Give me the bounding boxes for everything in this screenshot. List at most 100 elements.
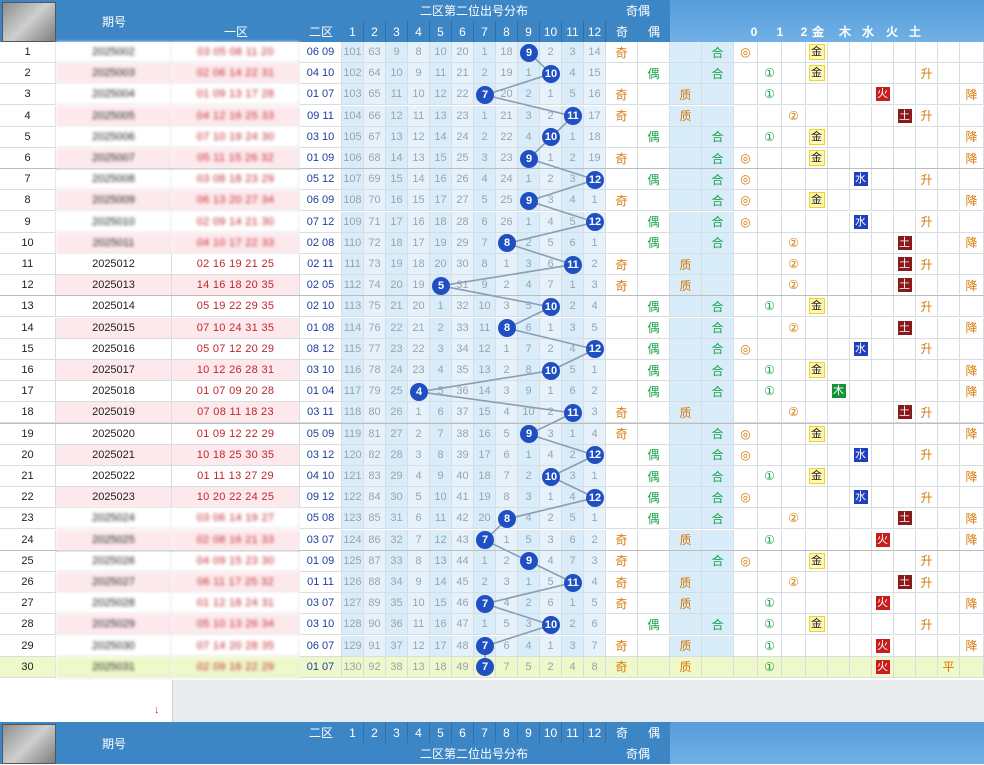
row-index: 20 <box>0 444 56 466</box>
remainder-cell <box>734 254 758 275</box>
element-cell <box>894 84 916 106</box>
trend-ball: 9 <box>520 43 538 62</box>
trend-line-segment <box>484 73 552 96</box>
remainder-cell <box>782 296 806 318</box>
composite-cell: 合 <box>702 126 734 148</box>
element-cell <box>806 232 828 254</box>
element-cell <box>872 254 894 275</box>
period-cell: 2025011 <box>56 232 172 254</box>
dist-cell: 19 <box>430 232 452 254</box>
dist-cell: 16 <box>408 211 430 233</box>
prime-cell <box>670 42 702 63</box>
trend-cell <box>916 232 938 254</box>
table-row: 14 2025015 07 10 24 31 35 01 08 114 76 22 21 2 33… <box>0 317 984 339</box>
dist-cell: 6 <box>518 317 540 339</box>
remainder-cell: ◎ <box>734 211 758 233</box>
dist-cell: 17 <box>474 444 496 466</box>
element-cell <box>828 444 850 466</box>
period-cell: 2025008 <box>56 169 172 191</box>
element-cell <box>828 42 850 63</box>
dist-col-header: 4 <box>408 21 430 42</box>
table-row: 9 2025010 02 09 14 21 30 07 12 109 71 17 16 18 28… <box>0 211 984 233</box>
element-cell <box>894 190 916 212</box>
dist-cell: 16 <box>386 190 408 212</box>
row-index: 15 <box>0 338 56 360</box>
dist-cell: 5 <box>540 232 562 254</box>
dist-cell: 35 <box>452 360 474 381</box>
even-cell: 偶 <box>638 211 670 233</box>
remainder-cell: ① <box>758 466 782 487</box>
element-cell <box>872 211 894 233</box>
dist-cell: 74 <box>364 275 386 297</box>
dist-cell: 4 <box>584 296 606 318</box>
remainder-cell: ◎ <box>734 169 758 191</box>
remainder-cell <box>734 84 758 106</box>
dist-cell: 30 <box>386 487 408 509</box>
odd-cell <box>606 466 638 487</box>
row-index: 22 <box>0 487 56 509</box>
dist-cell: 9 <box>408 63 430 85</box>
dist-col-header: 10 <box>540 21 562 42</box>
dist-cell: 110 <box>342 232 364 254</box>
element-badge: 土 <box>897 320 912 335</box>
element-cell <box>872 487 894 509</box>
footer-select-area[interactable]: ↓ <box>0 680 173 722</box>
element-cell <box>850 42 872 63</box>
dist-cell: 7 <box>496 466 518 487</box>
element-cell: 金 <box>806 148 828 169</box>
dist-cell: 118 <box>342 402 364 424</box>
dropdown-arrow-icon[interactable]: ↓ <box>154 704 160 716</box>
footer-odd-even-title: 奇偶 <box>625 747 650 761</box>
trend-cell <box>916 360 938 381</box>
remainder-cell <box>734 296 758 318</box>
element-cell <box>828 296 850 318</box>
zone1-header: 一区 <box>223 25 248 39</box>
element-cell: 木 <box>828 381 850 403</box>
even-cell: 偶 <box>638 381 670 403</box>
dist-cell: 1 <box>584 360 606 381</box>
trend-line-segment <box>484 94 574 117</box>
dist-cell: 81 <box>364 423 386 445</box>
remainder-cell <box>734 232 758 254</box>
dist-cell: 23 <box>452 105 474 127</box>
trend-line-segment <box>484 581 574 605</box>
dist-cell: 17 <box>408 232 430 254</box>
zone2-numbers: 02 11 <box>300 254 342 275</box>
odd-cell <box>606 508 638 530</box>
prime-cell: 质 <box>670 84 702 106</box>
dist-cell: 1 <box>430 296 452 318</box>
trend-line-layer <box>418 52 596 668</box>
element-cell <box>806 254 828 275</box>
dist-cell: 14 <box>584 42 606 63</box>
element-badge: 金 <box>808 298 825 315</box>
even-cell <box>638 423 670 445</box>
dist-cell: 77 <box>364 338 386 360</box>
remainder-cell <box>782 487 806 509</box>
trend-cell <box>938 487 960 509</box>
remainder-cell <box>782 338 806 360</box>
zone2-numbers: 01 04 <box>300 381 342 403</box>
dist-cell: 18 <box>386 232 408 254</box>
element-cell <box>806 105 828 127</box>
dist-cell: 69 <box>364 169 386 191</box>
dist-cell: 120 <box>342 444 364 466</box>
element-cell <box>806 84 828 106</box>
odd-cell <box>606 338 638 360</box>
prime-cell <box>670 466 702 487</box>
trend-cell <box>938 296 960 318</box>
element-cell <box>828 254 850 275</box>
composite-cell: 合 <box>702 42 734 63</box>
header-thumbnail <box>2 2 56 42</box>
dist-cell: 3 <box>518 105 540 127</box>
element-cell <box>850 63 872 85</box>
element-cell <box>850 190 872 212</box>
element-cell: 金 <box>806 360 828 381</box>
misc-col-header: 火 <box>885 25 898 39</box>
composite-cell: 合 <box>702 381 734 403</box>
dist-cell: 9 <box>430 466 452 487</box>
remainder-cell: ② <box>782 105 806 127</box>
odd-cell <box>606 487 638 509</box>
even-cell <box>638 105 670 127</box>
dist-cell: 19 <box>496 63 518 85</box>
odd-cell: 奇 <box>606 275 638 297</box>
